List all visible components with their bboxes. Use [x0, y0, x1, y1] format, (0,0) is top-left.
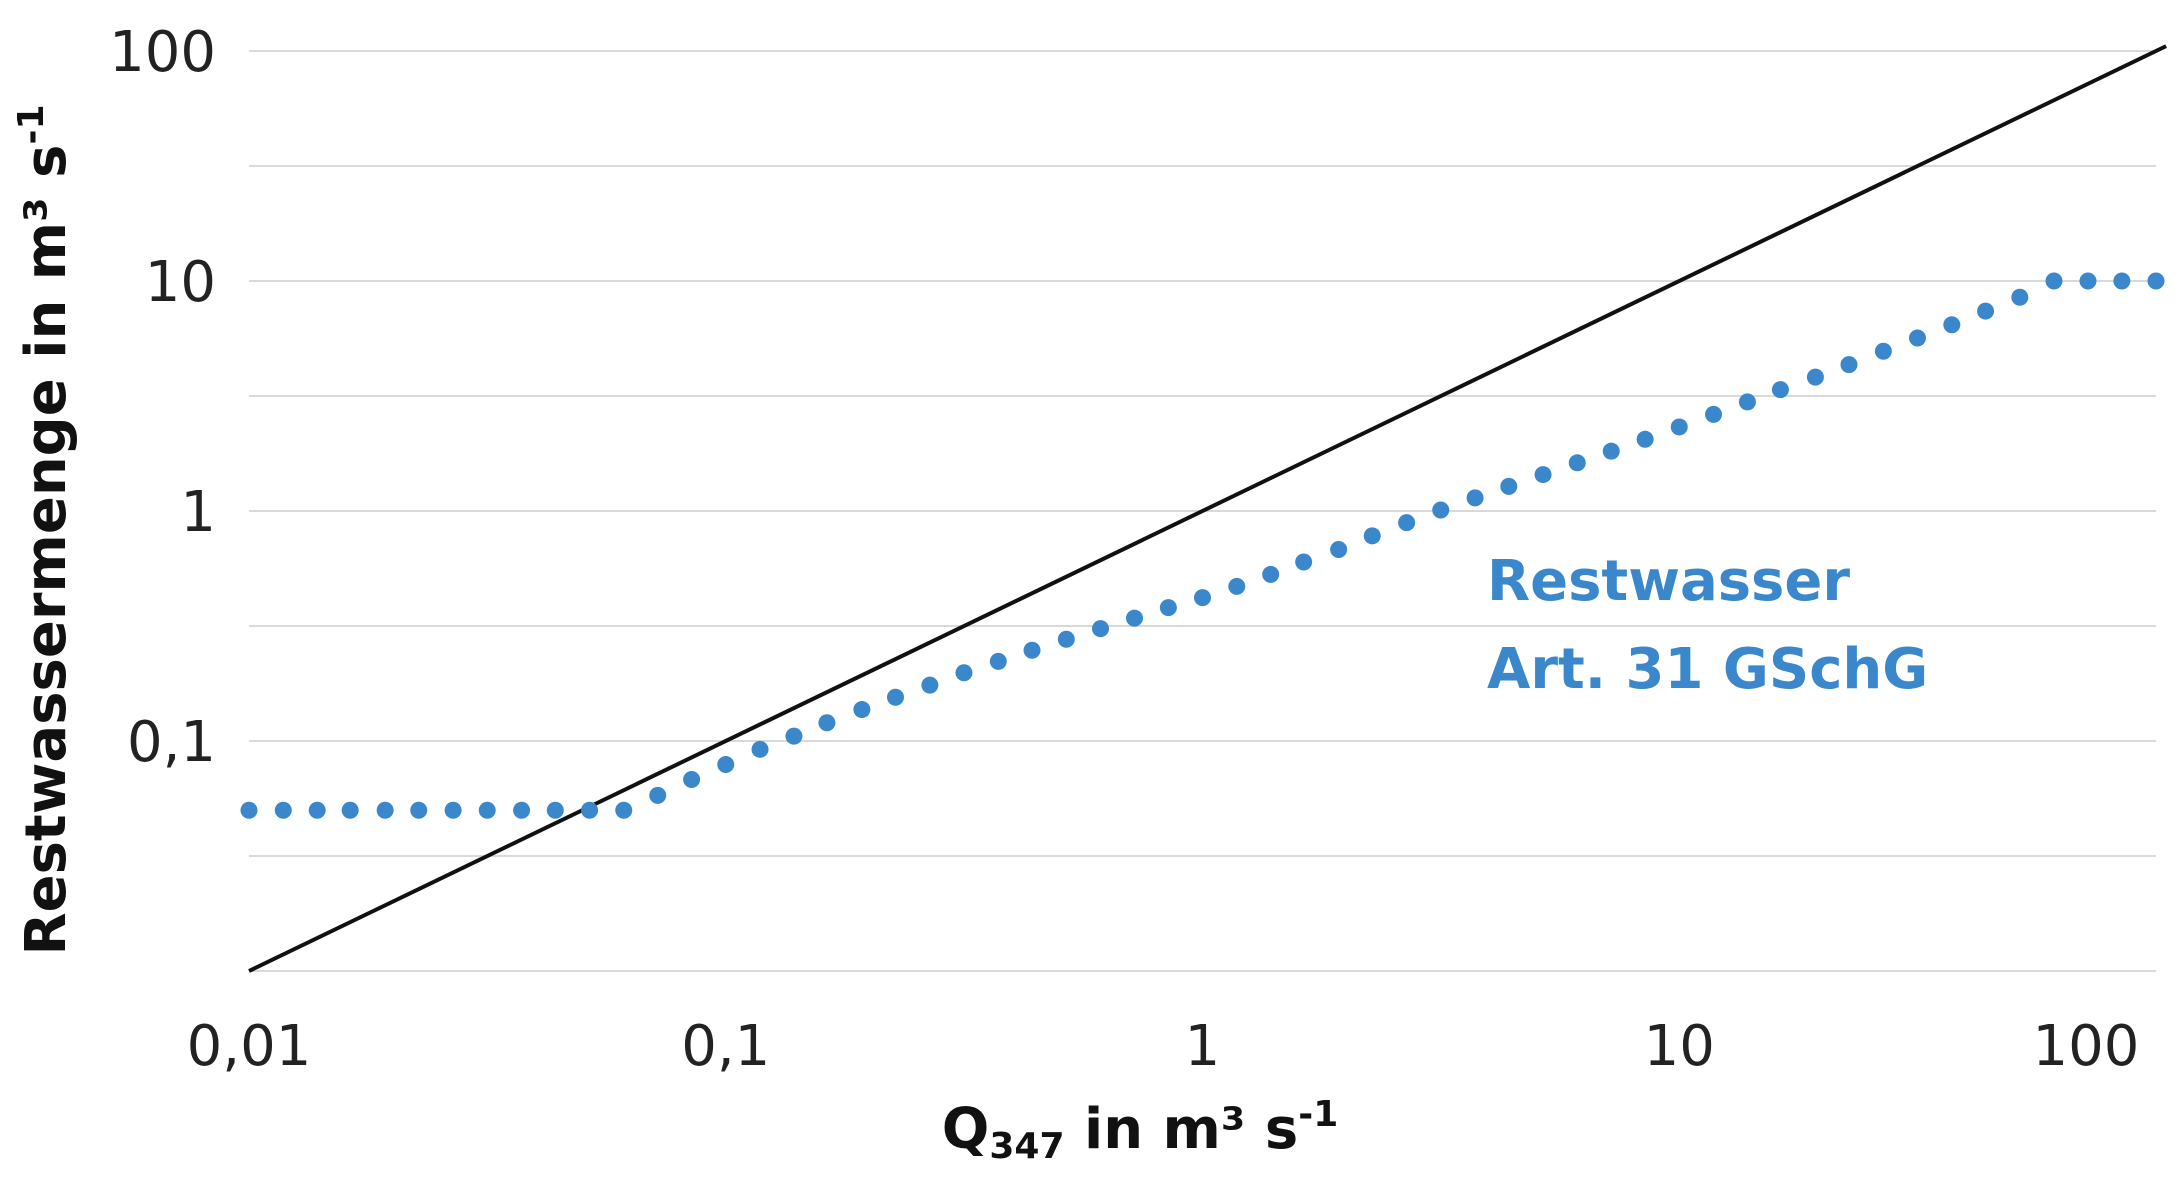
data-point	[955, 664, 973, 682]
data-point	[1398, 514, 1416, 532]
data-point	[1602, 442, 1620, 460]
reference-line	[248, 44, 2167, 973]
data-point	[2011, 288, 2029, 306]
data-point	[308, 801, 326, 819]
series-label-line-1: Restwasser	[1487, 549, 1850, 614]
x-tick-label: 0,1	[681, 1014, 770, 1079]
series-label-line-2: Art. 31 GSchG	[1487, 637, 1928, 702]
data-point	[581, 801, 599, 819]
y-tick-label: 100	[109, 20, 216, 85]
restwasser-dot-series	[240, 272, 2165, 819]
y-axis-title-superscript: -1	[11, 104, 52, 144]
data-point	[1738, 393, 1756, 411]
data-point	[341, 801, 359, 819]
data-point	[1091, 620, 1109, 638]
y-tick-labels: 0,1 1 10 100	[109, 20, 216, 775]
data-point	[1159, 599, 1177, 617]
data-point	[1500, 477, 1518, 495]
data-point	[1874, 342, 1892, 360]
data-point	[513, 801, 531, 819]
x-tick-label: 10	[1644, 1014, 1715, 1079]
data-point	[853, 701, 871, 719]
data-point	[1466, 489, 1484, 507]
data-point	[989, 652, 1007, 670]
data-point	[1705, 405, 1723, 423]
x-axis-title-rest: in m³ s	[1065, 1097, 1299, 1162]
data-point	[1806, 368, 1824, 386]
x-tick-labels: 0,01 0,1 1 10 100	[187, 1014, 2140, 1079]
data-point	[1125, 609, 1143, 627]
data-point	[1977, 302, 1995, 320]
data-point	[1943, 316, 1961, 334]
data-point	[1771, 381, 1789, 399]
gridlines	[249, 50, 2156, 972]
data-point	[717, 756, 735, 774]
data-point	[274, 801, 292, 819]
data-point	[376, 801, 394, 819]
data-point	[1534, 466, 1552, 484]
y-tick-label: 0,1	[127, 710, 216, 775]
data-point	[1330, 541, 1348, 559]
data-point	[818, 714, 836, 732]
data-point	[2045, 272, 2063, 290]
x-tick-label: 0,01	[187, 1014, 312, 1079]
data-point	[2079, 272, 2097, 290]
data-point	[2147, 272, 2165, 290]
data-point	[1840, 356, 1858, 374]
data-point	[240, 801, 258, 819]
data-point	[785, 727, 803, 745]
data-point	[751, 740, 769, 758]
data-point	[1363, 527, 1381, 545]
data-point	[886, 688, 904, 706]
data-point	[615, 801, 633, 819]
data-point	[1295, 553, 1313, 571]
data-point	[1636, 430, 1654, 448]
x-tick-label: 100	[2033, 1014, 2140, 1079]
x-axis-title: Q347 in m³ s-1	[942, 1094, 1339, 1167]
data-point	[1908, 329, 1926, 347]
data-point	[649, 786, 667, 804]
data-point	[478, 801, 496, 819]
data-point	[2113, 272, 2131, 290]
data-point	[1568, 454, 1586, 472]
data-point	[1670, 418, 1688, 436]
data-point	[1023, 641, 1041, 659]
y-tick-label: 1	[180, 480, 216, 545]
data-point	[921, 676, 939, 694]
data-point	[1432, 501, 1450, 519]
data-point	[683, 771, 701, 789]
x-tick-label: 1	[1185, 1014, 1221, 1079]
data-point	[1228, 577, 1246, 595]
reference-line-group	[248, 44, 2167, 973]
data-point	[1262, 565, 1280, 583]
x-axis-title-main: Q	[942, 1097, 990, 1162]
data-point	[1194, 589, 1211, 607]
x-axis-title-superscript: -1	[1298, 1094, 1338, 1135]
data-point	[444, 801, 462, 819]
y-tick-label: 10	[145, 250, 216, 315]
data-point	[410, 801, 428, 819]
x-axis-title-subscript: 347	[989, 1126, 1064, 1167]
data-point	[546, 801, 564, 819]
y-axis-title: Restwassermenge in m³ s-1	[11, 104, 79, 955]
y-axis-title-main: Restwassermenge in m³ s	[14, 144, 79, 955]
data-point	[1057, 630, 1075, 648]
